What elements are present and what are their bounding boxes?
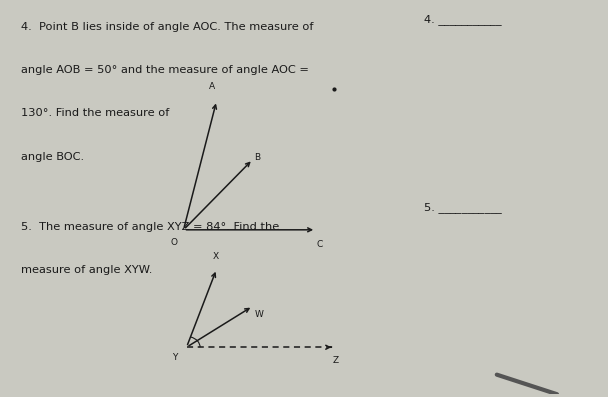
Text: angle BOC.: angle BOC. xyxy=(21,152,84,162)
Text: angle AOB = 50° and the measure of angle AOC =: angle AOB = 50° and the measure of angle… xyxy=(21,66,309,75)
Text: 4.  Point B lies inside of angle AOC. The measure of: 4. Point B lies inside of angle AOC. The… xyxy=(21,22,313,32)
Text: Z: Z xyxy=(333,356,339,365)
Text: B: B xyxy=(255,153,261,162)
Text: O: O xyxy=(171,238,178,247)
Text: Y: Y xyxy=(172,353,177,362)
Text: X: X xyxy=(212,252,218,261)
Text: 4. ___________: 4. ___________ xyxy=(424,15,502,25)
Text: 5. ___________: 5. ___________ xyxy=(424,202,502,213)
Text: 130°. Find the measure of: 130°. Find the measure of xyxy=(21,108,169,118)
Text: measure of angle XYW.: measure of angle XYW. xyxy=(21,265,152,275)
Text: 5.  The measure of angle XYZ = 84°. Find the: 5. The measure of angle XYZ = 84°. Find … xyxy=(21,222,279,232)
Text: C: C xyxy=(316,240,322,249)
Text: A: A xyxy=(209,82,215,91)
Text: W: W xyxy=(255,310,263,319)
